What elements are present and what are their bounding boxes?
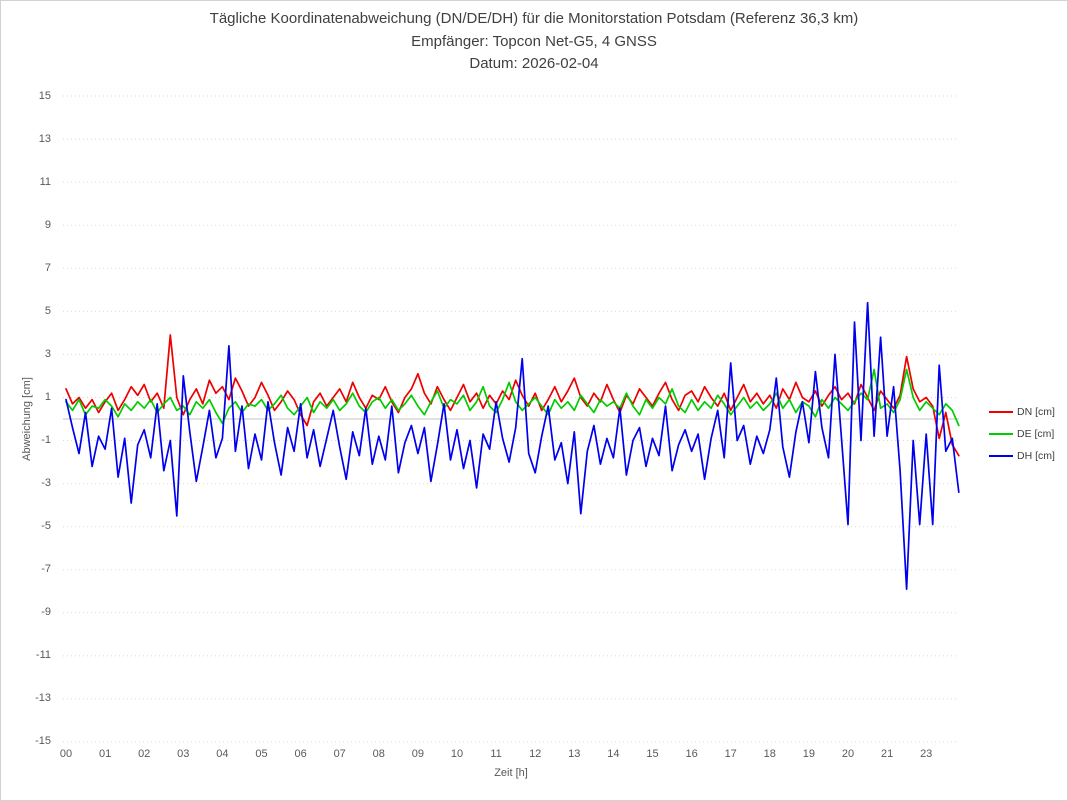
x-tick-label: 06	[294, 748, 307, 760]
y-tick-label: 3	[44, 347, 51, 360]
legend-label: DH [cm]	[1017, 450, 1055, 462]
x-tick-label: 09	[411, 748, 425, 760]
y-tick-label: -13	[35, 692, 51, 705]
x-tick-label: 03	[177, 748, 190, 760]
x-tick-label: 14	[607, 748, 620, 760]
x-tick-label: 08	[372, 748, 385, 760]
x-tick-label: 15	[646, 748, 659, 760]
x-tick-label: 20	[841, 748, 855, 760]
chart-title-line1: Tägliche Koordinatenabweichung (DN/DE/DH…	[209, 10, 859, 27]
x-tick-label: 21	[880, 748, 894, 760]
legend-line-swatch	[989, 411, 1013, 413]
x-tick-label: 02	[138, 748, 151, 760]
y-tick-label: -7	[41, 563, 51, 576]
x-tick-label: 10	[450, 748, 464, 760]
chart-title: Tägliche Koordinatenabweichung (DN/DE/DH…	[1, 8, 1067, 76]
x-axis-tick-labels: 00 01 02 03 04 05 06 07 08 09 10 11 12 13 14 15 16 17 18 19…	[1, 748, 1067, 762]
y-tick-label: 7	[44, 261, 51, 274]
x-tick-label: 23	[920, 748, 933, 760]
x-tick-label: 16	[685, 748, 698, 760]
y-tick-label: -15	[35, 735, 51, 748]
x-tick-label: 00	[59, 748, 73, 760]
y-tick-label: 9	[44, 218, 51, 231]
y-tick-label: 1	[44, 390, 51, 403]
legend-line-swatch	[989, 455, 1013, 457]
series-line-de	[65, 368, 960, 427]
x-tick-label: 19	[802, 748, 816, 760]
y-tick-label: -3	[41, 477, 51, 490]
legend-label: DE [cm]	[1017, 428, 1055, 440]
y-axis-title: Abweichung [cm]	[21, 377, 33, 461]
legend-item: DE [cm]	[989, 428, 1055, 440]
y-tick-label: 15	[38, 89, 51, 102]
x-axis-title: Zeit [h]	[494, 767, 528, 779]
y-tick-label: -5	[41, 520, 51, 533]
x-tick-label: 07	[333, 748, 346, 760]
x-tick-label: 12	[529, 748, 542, 760]
y-tick-label: -1	[41, 434, 51, 447]
chart-title-line2: Empfänger: Topcon Net-G5, 4 GNSS	[411, 32, 657, 50]
x-tick-label: 17	[724, 748, 737, 760]
legend-label: DN [cm]	[1017, 406, 1055, 418]
x-tick-label: 01	[98, 748, 112, 760]
series-line-dh	[65, 301, 960, 590]
legend: DN [cm] DE [cm] DH [cm]	[989, 406, 1055, 462]
y-tick-label: 11	[39, 175, 51, 188]
x-tick-label: 04	[216, 748, 229, 760]
y-axis-tick-labels: 15 13 11 9 7 5 3 1 -1 -3 -5 -7 -9 -11 -13 -15	[1, 1, 51, 800]
y-tick-label: -11	[35, 649, 51, 662]
y-tick-label: 13	[38, 132, 51, 145]
legend-item: DN [cm]	[989, 406, 1055, 418]
y-tick-label: 5	[44, 304, 51, 317]
x-tick-label: 13	[568, 748, 581, 760]
legend-line-swatch	[989, 433, 1013, 435]
x-tick-label: 18	[763, 748, 776, 760]
chart-title-line3: Datum: 2026-02-04	[469, 55, 599, 72]
x-tick-label: 11	[490, 748, 502, 760]
x-tick-label: 05	[255, 748, 268, 760]
legend-item: DH [cm]	[989, 450, 1055, 462]
y-tick-label: -9	[41, 606, 51, 619]
